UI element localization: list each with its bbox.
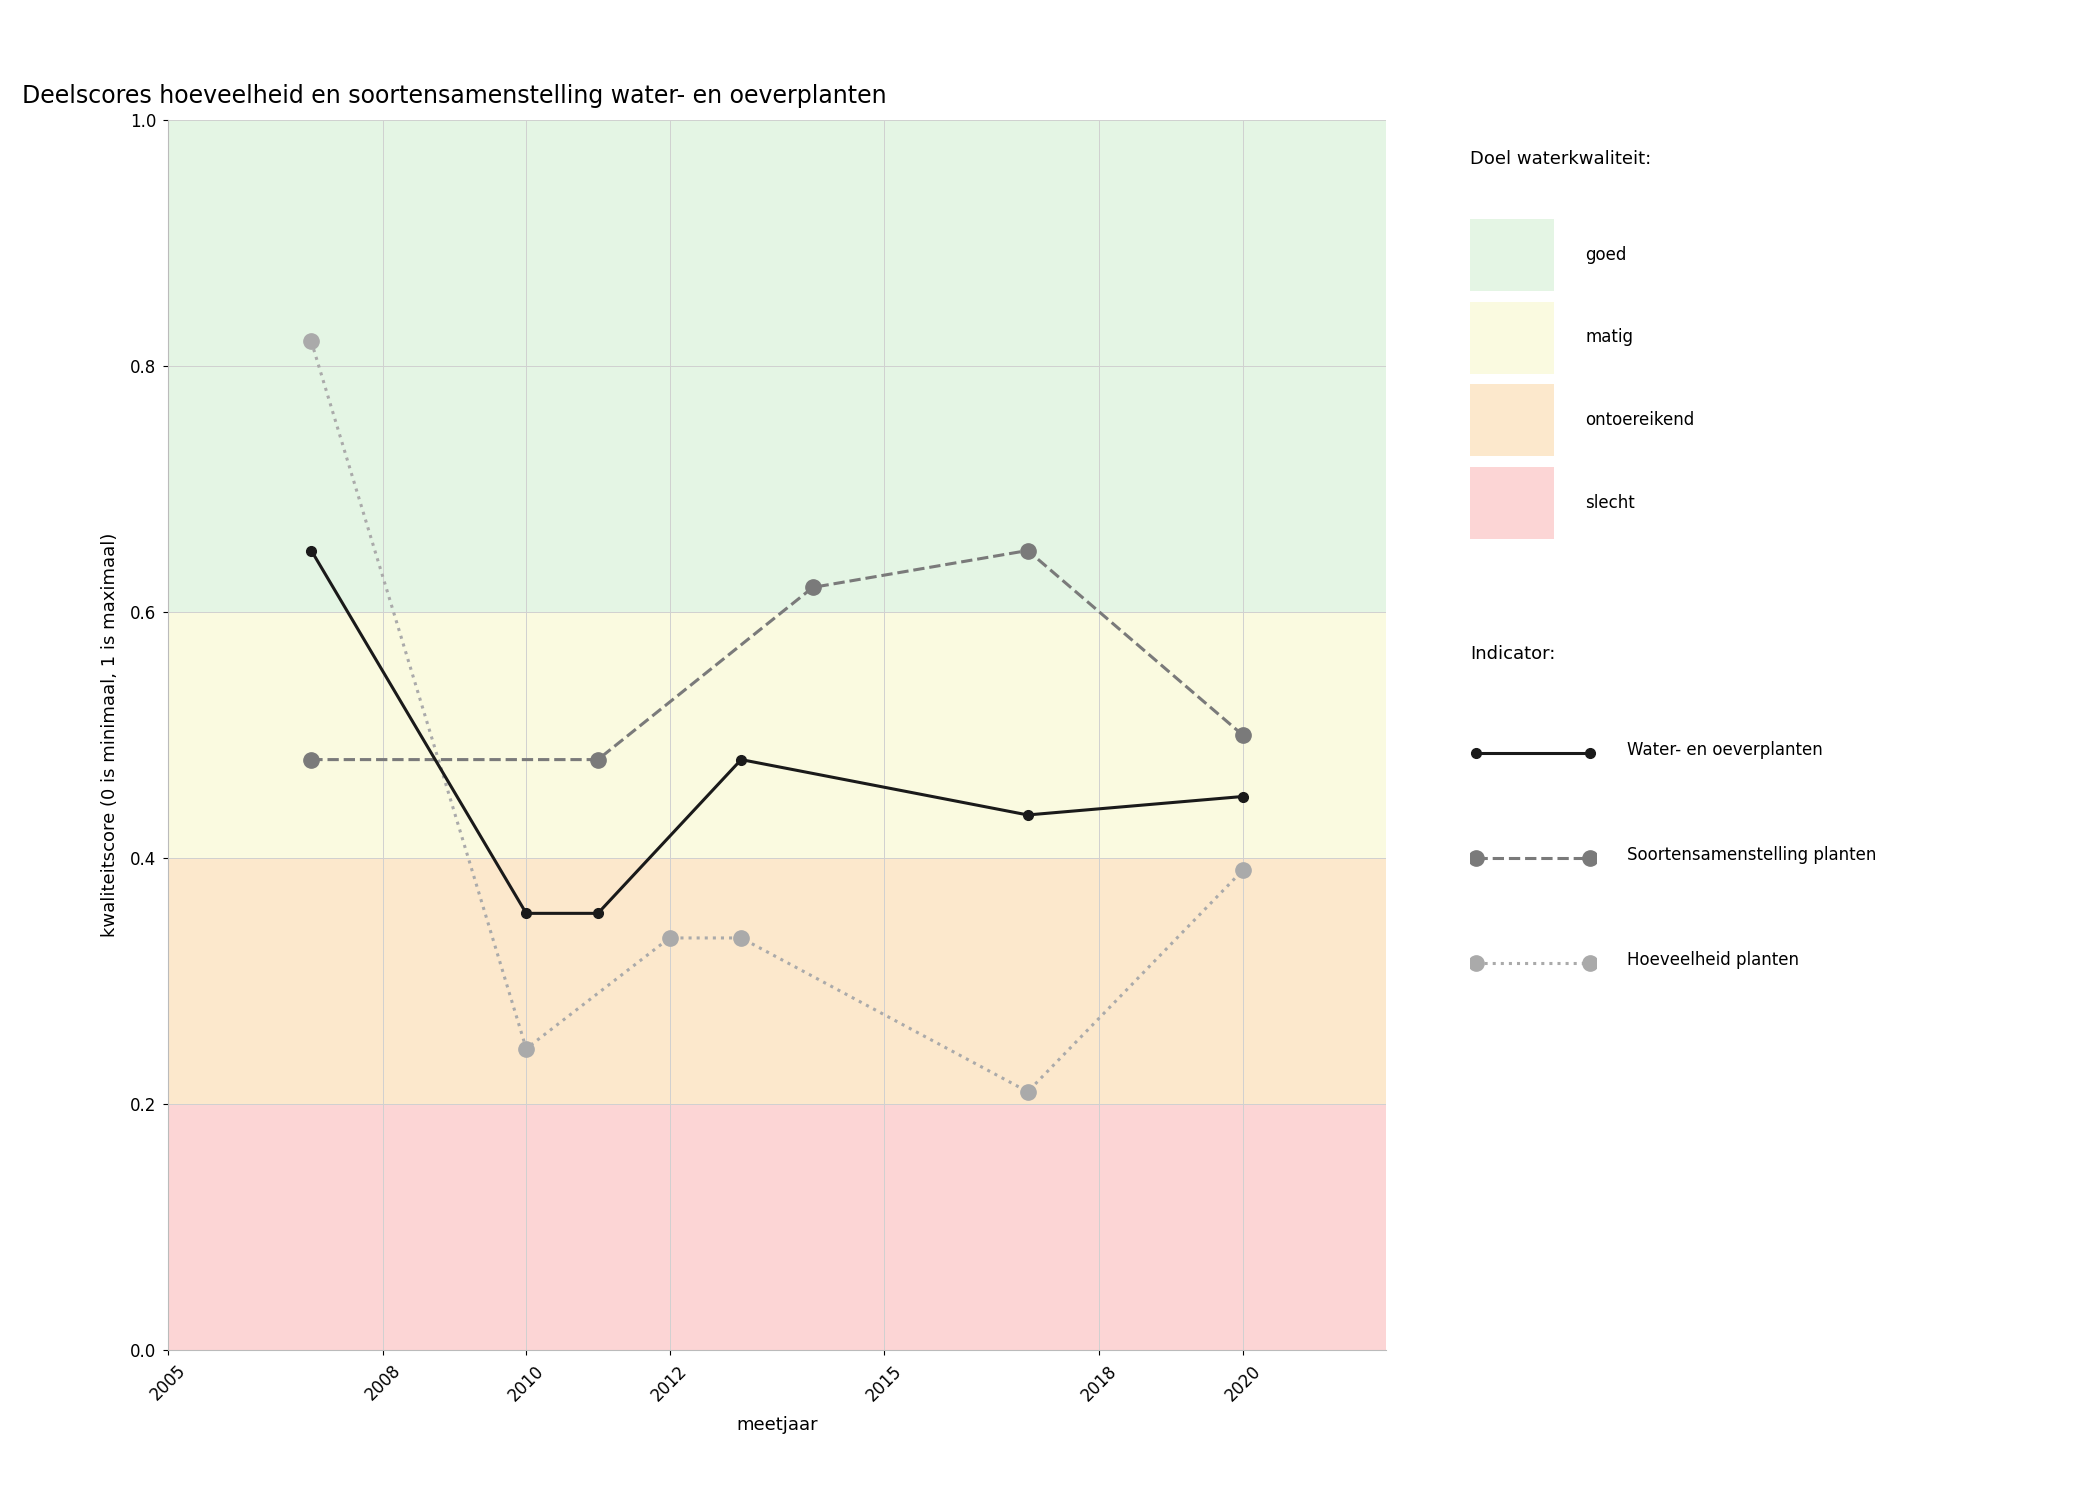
Text: slecht: slecht bbox=[1586, 494, 1636, 512]
Hoeveelheid planten bbox=[1014, 1083, 1040, 1101]
Line: Water- en oeverplanten: Water- en oeverplanten bbox=[307, 546, 1247, 918]
Bar bbox=[168, 120, 1386, 612]
Line: Soortensamenstelling planten: Soortensamenstelling planten bbox=[304, 543, 1250, 766]
Bar bbox=[168, 1104, 1386, 1350]
Soortensamenstelling planten bbox=[1231, 726, 1256, 744]
Text: matig: matig bbox=[1586, 328, 1634, 346]
Water- en oeverplanten bbox=[1231, 788, 1256, 806]
Water- en oeverplanten bbox=[514, 904, 540, 922]
Hoeveelheid planten bbox=[657, 928, 682, 946]
Text: Hoeveelheid planten: Hoeveelheid planten bbox=[1628, 951, 1800, 969]
Line: Hoeveelheid planten: Hoeveelheid planten bbox=[304, 334, 1250, 1100]
Soortensamenstelling planten bbox=[586, 750, 611, 768]
Text: goed: goed bbox=[1586, 246, 1628, 264]
X-axis label: meetjaar: meetjaar bbox=[737, 1416, 817, 1434]
Text: Doel waterkwaliteit:: Doel waterkwaliteit: bbox=[1470, 150, 1651, 168]
Hoeveelheid planten bbox=[298, 333, 323, 351]
Y-axis label: kwaliteitscore (0 is minimaal, 1 is maximaal): kwaliteitscore (0 is minimaal, 1 is maxi… bbox=[101, 532, 120, 938]
Text: Indicator:: Indicator: bbox=[1470, 645, 1556, 663]
Hoeveelheid planten bbox=[729, 928, 754, 946]
Soortensamenstelling planten bbox=[800, 579, 825, 597]
Bar bbox=[168, 612, 1386, 858]
Bar bbox=[168, 858, 1386, 1104]
Soortensamenstelling planten bbox=[1014, 542, 1040, 560]
Water- en oeverplanten bbox=[729, 750, 754, 768]
Hoeveelheid planten bbox=[1231, 861, 1256, 879]
Water- en oeverplanten bbox=[1014, 806, 1040, 824]
Text: ontoereikend: ontoereikend bbox=[1586, 411, 1695, 429]
Hoeveelheid planten bbox=[514, 1040, 540, 1058]
Text: Soortensamenstelling planten: Soortensamenstelling planten bbox=[1628, 846, 1877, 864]
Text: Water- en oeverplanten: Water- en oeverplanten bbox=[1628, 741, 1823, 759]
Soortensamenstelling planten bbox=[298, 750, 323, 768]
Water- en oeverplanten bbox=[586, 904, 611, 922]
Water- en oeverplanten bbox=[298, 542, 323, 560]
Text: Deelscores hoeveelheid en soortensamenstelling water- en oeverplanten: Deelscores hoeveelheid en soortensamenst… bbox=[21, 84, 886, 108]
